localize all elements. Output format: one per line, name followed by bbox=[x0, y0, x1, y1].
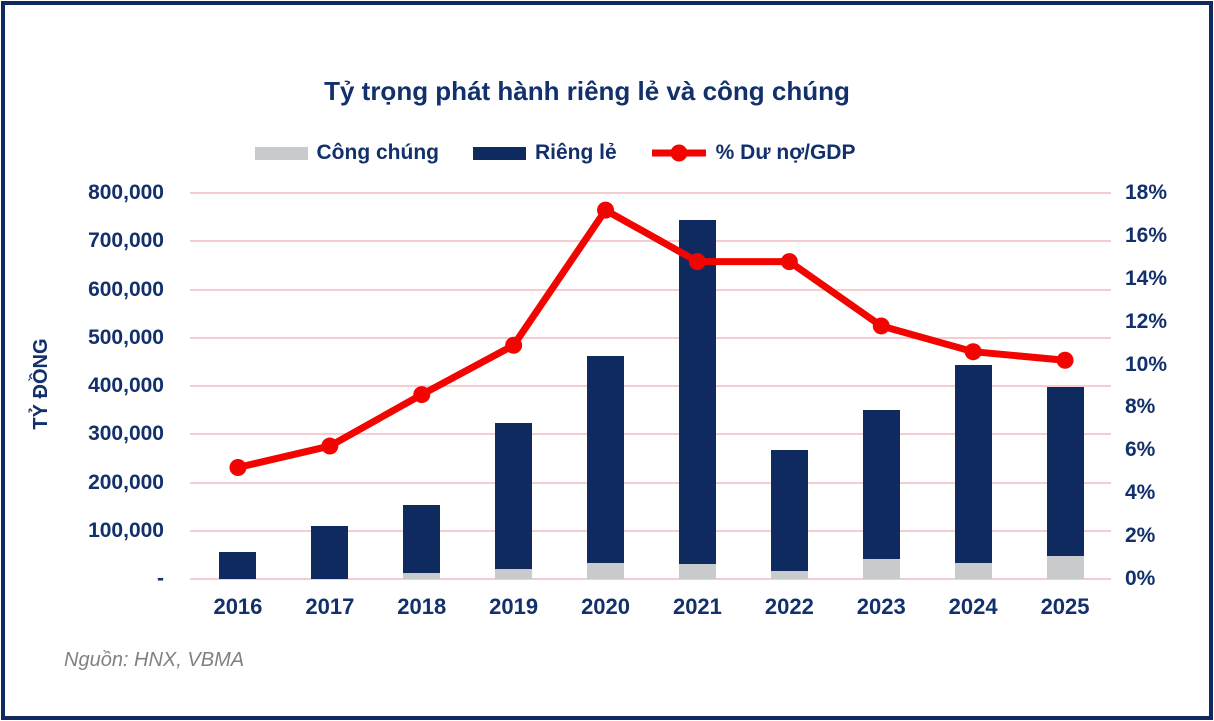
bar-segment-cong-chung bbox=[587, 562, 625, 579]
bar-segment-rieng-le bbox=[311, 525, 349, 579]
x-axis-label: 2019 bbox=[489, 594, 539, 619]
y-axis-tick-left: 600,000 bbox=[88, 277, 164, 301]
x-axis-label: 2025 bbox=[1040, 594, 1090, 619]
gridline bbox=[190, 529, 1111, 532]
gridline bbox=[190, 240, 1111, 243]
legend-item-du-no-gdp: % Dư nợ/GDP bbox=[651, 141, 856, 165]
bar-segment-cong-chung bbox=[862, 559, 900, 579]
bar-segment-cong-chung bbox=[678, 564, 716, 579]
y-axis-tick-right: 8% bbox=[1125, 395, 1156, 419]
y-axis-tick-right: 16% bbox=[1125, 223, 1168, 247]
bar-segment-rieng-le bbox=[770, 450, 808, 572]
y-axis-tick-left: 100,000 bbox=[88, 518, 164, 542]
bar-segment-cong-chung bbox=[954, 562, 992, 579]
bar-segment-rieng-le bbox=[862, 410, 900, 560]
y-axis-tick-left: 300,000 bbox=[88, 422, 164, 446]
y-axis-tick-right: 2% bbox=[1125, 524, 1156, 548]
gridline bbox=[190, 481, 1111, 484]
x-axis-label: 2017 bbox=[305, 594, 355, 619]
gridline bbox=[190, 336, 1111, 339]
bar-segment-cong-chung bbox=[1046, 555, 1084, 579]
baseline-gridline bbox=[190, 578, 1111, 580]
x-axis-label: 2020 bbox=[581, 594, 631, 619]
x-axis-label: 2018 bbox=[397, 594, 447, 619]
bar-segment-rieng-le bbox=[219, 552, 257, 579]
y-axis-tick-right: 10% bbox=[1125, 352, 1168, 376]
x-axis-label: 2024 bbox=[948, 594, 998, 619]
bar-segment-rieng-le bbox=[403, 505, 441, 573]
y-axis-tick-left: 800,000 bbox=[88, 181, 164, 204]
x-axis-label: 2022 bbox=[764, 594, 814, 619]
bar-segment-cong-chung bbox=[770, 571, 808, 579]
y-axis-tick-right: 14% bbox=[1125, 266, 1168, 290]
y-axis-title-left: TỶ ĐỒNG bbox=[30, 338, 52, 430]
x-axis-label: 2021 bbox=[672, 594, 722, 619]
legend-label: Riêng lẻ bbox=[534, 141, 617, 164]
y-axis-tick-right: 12% bbox=[1125, 309, 1168, 333]
y-axis-tick-right: 6% bbox=[1125, 438, 1156, 462]
chart-legend: Công chúng Riêng lẻ % Dư nợ/GDP bbox=[0, 141, 1110, 165]
bar-segment-cong-chung bbox=[403, 572, 441, 579]
bar-segment-rieng-le bbox=[678, 220, 716, 565]
y-axis-tick-left: 400,000 bbox=[88, 374, 164, 397]
legend-item-cong-chung: Công chúng bbox=[254, 141, 439, 165]
legend-label: Công chúng bbox=[316, 141, 439, 164]
bar-segment-cong-chung bbox=[495, 569, 533, 579]
legend-swatch-rieng-le bbox=[472, 146, 526, 160]
legend-label: % Dư nợ/GDP bbox=[715, 141, 856, 164]
chart-title: Tỷ trọng phát hành riêng lẻ và công chún… bbox=[324, 76, 850, 106]
y-axis-tick-right: 4% bbox=[1125, 481, 1156, 505]
source-note: Nguồn: HNX, VBMA bbox=[64, 649, 245, 671]
bar-segment-rieng-le bbox=[954, 365, 992, 563]
bar-segment-rieng-le bbox=[1046, 387, 1084, 556]
y-axis-tick-left: 700,000 bbox=[88, 229, 164, 253]
y-axis-tick-left: 500,000 bbox=[88, 325, 164, 349]
legend-item-rieng-le: Riêng lẻ bbox=[472, 141, 617, 165]
gridline bbox=[190, 288, 1111, 291]
y-axis-tick-right: 18% bbox=[1125, 181, 1168, 204]
gridline bbox=[190, 192, 1111, 194]
x-axis-label: 2023 bbox=[856, 594, 906, 619]
bar-segment-rieng-le bbox=[587, 355, 625, 563]
bar-segment-rieng-le bbox=[495, 423, 533, 570]
legend-line-marker-icon bbox=[651, 144, 706, 162]
x-axis-label: 2016 bbox=[213, 594, 263, 619]
y-axis-tick-left: 200,000 bbox=[88, 470, 164, 494]
legend-swatch-cong-chung bbox=[254, 146, 308, 160]
y-axis-tick-right: 0% bbox=[1125, 567, 1156, 590]
y-axis-tick-left: - bbox=[157, 567, 164, 590]
